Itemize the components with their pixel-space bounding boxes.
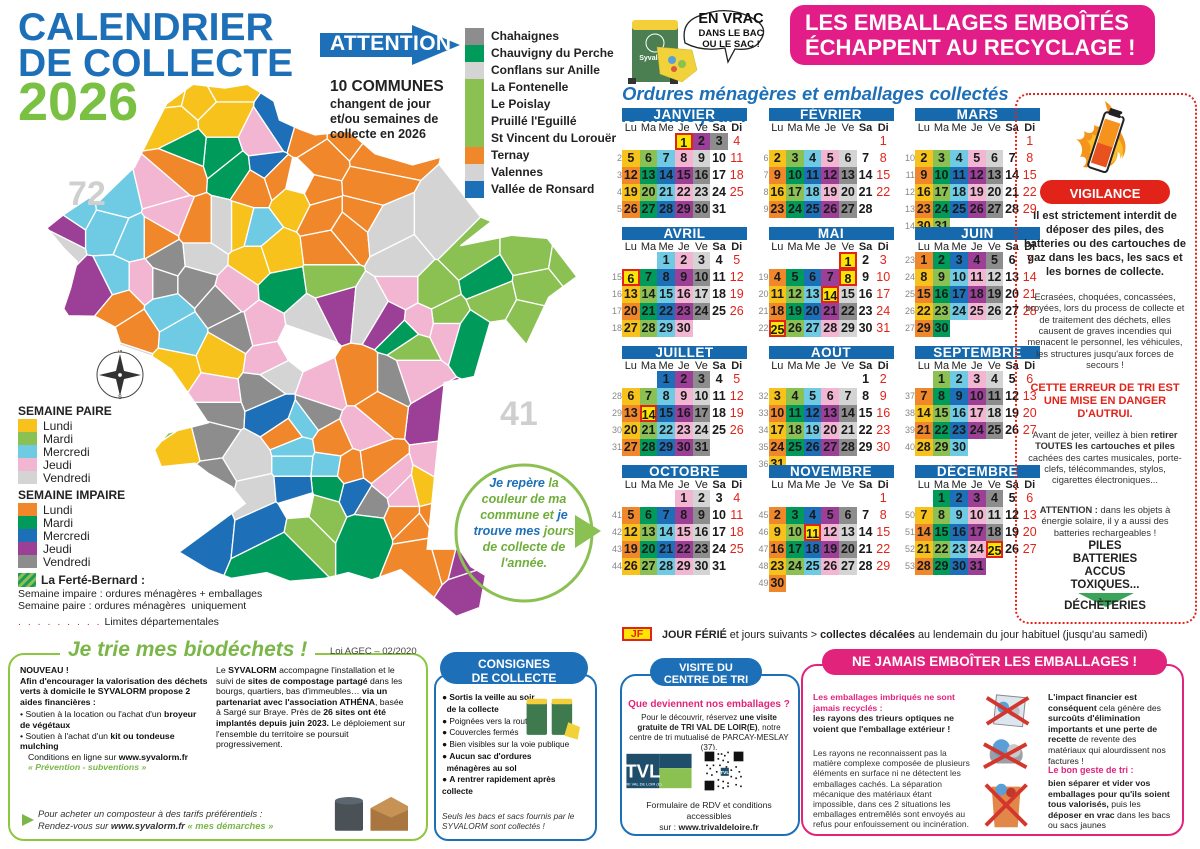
- svg-text:TRI VAL DE LOIR (E): TRI VAL DE LOIR (E): [625, 781, 662, 786]
- svg-text:TVL: TVL: [625, 760, 660, 781]
- svg-text:TVL: TVL: [720, 770, 729, 776]
